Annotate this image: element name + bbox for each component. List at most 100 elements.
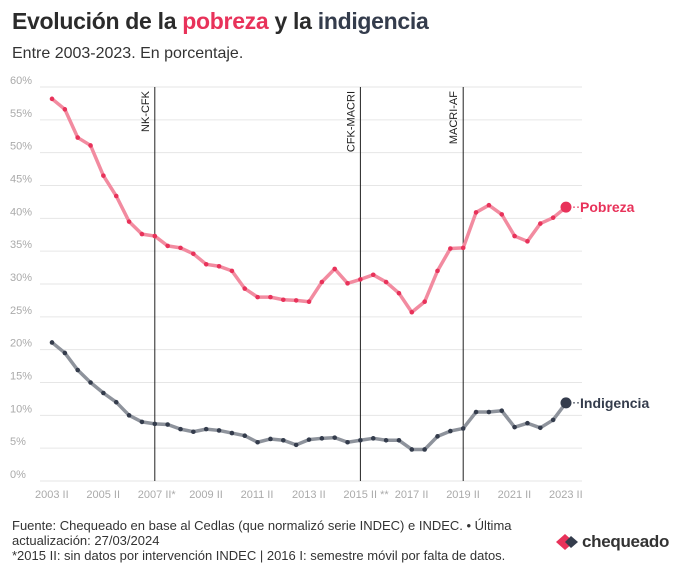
source-note: Fuente: Chequeado en base al Cedlas (que… [12, 518, 512, 548]
chequeado-logo-icon [556, 534, 578, 550]
series-label: Pobreza [580, 199, 635, 215]
data-point [203, 262, 209, 267]
data-point [370, 272, 376, 278]
data-point [499, 212, 505, 217]
data-point [306, 437, 312, 442]
data-point [319, 436, 325, 441]
data-point [203, 426, 209, 432]
data-point [486, 409, 492, 415]
period-label: CFK-MACRI [345, 91, 357, 152]
data-point [538, 221, 543, 226]
data-point [88, 380, 93, 385]
chart-title: Evolución de la pobreza y la indigencia [12, 8, 429, 35]
x-tick-label: 2011 II [241, 489, 274, 501]
data-point [319, 279, 325, 285]
title-part-1: Evolución de la [12, 8, 183, 34]
data-point [293, 442, 299, 448]
period-label: MACRI-AF [448, 91, 460, 144]
data-point [165, 243, 170, 249]
data-point [332, 266, 338, 272]
data-point [486, 202, 492, 208]
x-tick-label: 2017 II [395, 489, 429, 501]
data-point [281, 297, 286, 303]
chart-footer: Fuente: Chequeado en base al Cedlas (que… [12, 518, 542, 563]
data-point [409, 447, 415, 452]
data-point [126, 219, 132, 224]
x-tick-label: 2005 II [86, 489, 120, 501]
x-tick-label: 2013 II [292, 489, 326, 501]
data-point [255, 439, 260, 445]
data-point [242, 433, 248, 438]
data-point [460, 245, 466, 251]
data-point [499, 408, 505, 414]
data-point [473, 409, 479, 415]
x-tick-label: 2019 II [446, 489, 480, 501]
y-tick-label: 50% [10, 141, 32, 153]
title-highlight-pobreza: pobreza [182, 8, 269, 34]
y-tick-label: 10% [10, 403, 32, 415]
y-axis-ticks: 0% 5% 10% 15% 20% 25% 30% 35% 40% 45% 50% 55% 60% [10, 75, 32, 481]
x-axis-ticks: 2003 II 2005 II 2007 II* 2009 II 2011 II 2013… [35, 489, 583, 501]
data-point [512, 424, 517, 430]
data-point [165, 422, 170, 427]
title-part-2: y la [268, 8, 318, 34]
y-tick-label: 45% [10, 174, 32, 186]
data-point [216, 263, 222, 269]
chequeado-logo[interactable]: chequeado [556, 529, 669, 555]
data-point [345, 439, 350, 445]
series-lines: Pobreza Indigencia [49, 96, 649, 452]
data-point [75, 367, 80, 373]
data-point [396, 437, 402, 443]
data-point [435, 268, 440, 274]
y-tick-label: 40% [10, 206, 32, 218]
data-point [422, 299, 427, 305]
data-point [49, 340, 55, 345]
data-point [293, 298, 299, 303]
chart-subtitle: Entre 2003-2023. En porcentaje. [12, 45, 244, 62]
data-point [113, 193, 119, 199]
data-point [370, 436, 376, 441]
y-tick-label: 35% [10, 239, 32, 251]
data-point [448, 428, 453, 434]
data-point [332, 435, 338, 440]
data-point [281, 437, 286, 443]
x-tick-label: 2009 II [189, 489, 223, 501]
y-tick-label: 60% [10, 75, 32, 87]
data-point [538, 425, 543, 431]
data-point [525, 239, 530, 244]
title-highlight-indigencia: indigencia [317, 8, 429, 34]
data-point [255, 294, 260, 300]
series-line-indigencia [50, 340, 568, 452]
data-point [409, 309, 415, 315]
data-note: *2015 II: sin datos por intervención IND… [12, 548, 506, 563]
data-point [152, 233, 158, 239]
data-point [62, 107, 68, 112]
data-point [191, 429, 196, 435]
series-label: Indigencia [580, 395, 649, 411]
x-tick-label: 2015 II ** [343, 489, 389, 501]
data-point [229, 268, 235, 274]
data-point [88, 143, 93, 148]
grid-lines [40, 86, 582, 482]
data-point [358, 277, 363, 282]
data-point [473, 210, 479, 215]
data-point [422, 447, 427, 452]
data-point [396, 290, 402, 296]
data-point [191, 251, 196, 257]
y-tick-label: 5% [10, 436, 26, 448]
data-point [242, 286, 248, 291]
data-point [512, 233, 517, 239]
data-point [126, 413, 132, 418]
line-chart: 0% 5% 10% 15% 20% 25% 30% 35% 40% 45% 50% 55% 60% 20… [10, 75, 649, 501]
data-point [101, 173, 106, 178]
data-point [139, 231, 145, 237]
data-point [550, 417, 556, 423]
data-point [268, 294, 273, 300]
data-point [49, 96, 55, 102]
x-tick-label: 2003 II [35, 489, 69, 501]
data-point [178, 245, 183, 251]
data-point [383, 279, 389, 285]
period-markers: NK-CFK CFK-MACRI MACRI-AF [140, 87, 464, 481]
y-tick-label: 0% [10, 469, 26, 481]
data-point [550, 215, 556, 220]
